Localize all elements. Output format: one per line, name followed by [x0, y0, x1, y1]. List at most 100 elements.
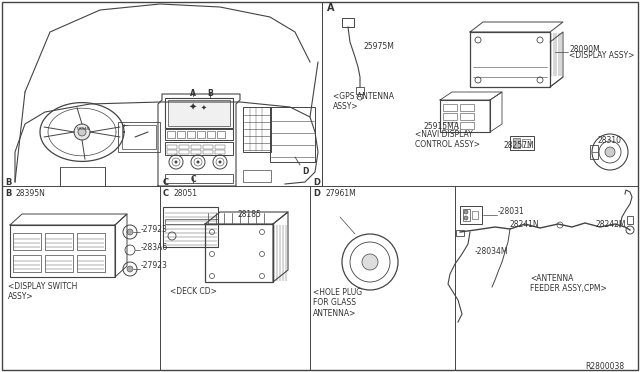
- Bar: [165, 142, 233, 155]
- Bar: [13, 255, 41, 272]
- Text: ✦: ✦: [201, 105, 207, 111]
- Bar: [167, 131, 175, 138]
- Text: A: A: [190, 89, 196, 98]
- Text: 28185: 28185: [238, 210, 262, 219]
- Bar: [513, 138, 520, 148]
- Text: NISSAN: NISSAN: [77, 127, 90, 131]
- Bar: [165, 129, 233, 140]
- Bar: [167, 145, 177, 149]
- Text: -28031: -28031: [498, 208, 525, 217]
- Circle shape: [127, 229, 133, 235]
- Bar: [460, 104, 474, 111]
- Text: <DECK CD>: <DECK CD>: [170, 287, 217, 296]
- Bar: [207, 131, 215, 138]
- Text: 28310: 28310: [598, 136, 622, 145]
- Bar: [243, 170, 271, 182]
- Text: D: D: [313, 189, 320, 198]
- Text: -27923: -27923: [141, 224, 168, 234]
- Bar: [627, 216, 633, 224]
- Bar: [122, 125, 156, 149]
- Bar: [510, 136, 534, 150]
- Text: ✦: ✦: [189, 103, 197, 113]
- Bar: [191, 150, 201, 154]
- Text: 28241N: 28241N: [510, 220, 540, 229]
- Text: 28051: 28051: [174, 189, 198, 198]
- Bar: [165, 98, 233, 128]
- Bar: [163, 207, 218, 247]
- Text: C: C: [163, 178, 169, 187]
- Bar: [203, 145, 213, 149]
- Bar: [179, 145, 189, 149]
- Bar: [205, 224, 273, 282]
- Bar: [356, 87, 364, 94]
- Circle shape: [605, 147, 615, 157]
- Bar: [243, 107, 271, 152]
- Text: C: C: [190, 175, 196, 184]
- Circle shape: [175, 160, 177, 164]
- Bar: [470, 32, 550, 87]
- Bar: [45, 255, 73, 272]
- Text: <DISPLAY SWITCH
ASSY>: <DISPLAY SWITCH ASSY>: [8, 282, 77, 301]
- Text: -283A6: -283A6: [141, 243, 168, 251]
- Text: ←: ←: [123, 124, 129, 130]
- Bar: [165, 219, 218, 224]
- Bar: [443, 122, 457, 129]
- Text: B: B: [207, 89, 213, 98]
- Text: <HOLE PLUG
FOR GLASS
ANTENNA>: <HOLE PLUG FOR GLASS ANTENNA>: [313, 288, 362, 318]
- Text: <DISPLAY ASSY>: <DISPLAY ASSY>: [569, 51, 634, 61]
- Text: B: B: [5, 178, 12, 187]
- Text: 27961M: 27961M: [325, 189, 356, 198]
- Text: -28034M: -28034M: [475, 247, 509, 256]
- Circle shape: [464, 216, 468, 220]
- Text: B: B: [5, 189, 12, 198]
- Text: <ANTENNA
FEEDER ASSY,CPM>: <ANTENNA FEEDER ASSY,CPM>: [530, 274, 607, 294]
- Bar: [77, 255, 105, 272]
- Bar: [342, 18, 354, 27]
- Bar: [215, 145, 225, 149]
- Bar: [270, 107, 315, 162]
- Text: A: A: [327, 3, 335, 13]
- Bar: [460, 113, 474, 120]
- Bar: [443, 104, 457, 111]
- Circle shape: [218, 160, 221, 164]
- Text: 28090M: 28090M: [569, 45, 600, 54]
- Text: -27923: -27923: [141, 262, 168, 270]
- Bar: [118, 122, 160, 152]
- Bar: [522, 139, 530, 147]
- Text: R2800038: R2800038: [585, 362, 624, 371]
- Bar: [45, 233, 73, 250]
- Bar: [165, 174, 233, 183]
- Bar: [187, 131, 195, 138]
- Bar: [590, 145, 598, 159]
- Bar: [167, 150, 177, 154]
- Bar: [191, 145, 201, 149]
- Bar: [217, 131, 225, 138]
- Text: 28395N: 28395N: [16, 189, 46, 198]
- Bar: [168, 100, 230, 126]
- Circle shape: [196, 160, 200, 164]
- Text: 25975M: 25975M: [363, 42, 394, 51]
- Bar: [177, 131, 185, 138]
- Bar: [443, 113, 457, 120]
- Bar: [179, 150, 189, 154]
- Bar: [215, 150, 225, 154]
- Text: 28242M: 28242M: [596, 220, 627, 229]
- Bar: [460, 206, 482, 224]
- Bar: [440, 100, 490, 132]
- Bar: [10, 225, 115, 277]
- Text: 25915MA: 25915MA: [423, 122, 459, 131]
- Circle shape: [362, 254, 378, 270]
- Bar: [463, 209, 470, 221]
- Circle shape: [78, 128, 86, 136]
- Bar: [13, 233, 41, 250]
- Circle shape: [464, 210, 468, 214]
- Text: D: D: [302, 167, 308, 176]
- Bar: [460, 122, 474, 129]
- Text: C: C: [163, 189, 169, 198]
- Bar: [203, 150, 213, 154]
- Circle shape: [74, 124, 90, 140]
- Text: <GPS ANTENNA
ASSY>: <GPS ANTENNA ASSY>: [333, 92, 394, 111]
- Text: <NAVI DISPLAY
CONTROL ASSY>: <NAVI DISPLAY CONTROL ASSY>: [415, 130, 480, 150]
- Text: D: D: [313, 178, 320, 187]
- Bar: [456, 230, 464, 236]
